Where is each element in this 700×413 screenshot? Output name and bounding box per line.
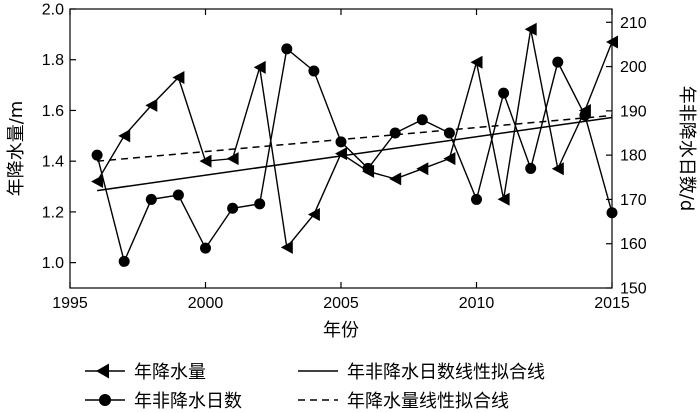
x-tick-label: 2000: [188, 295, 224, 312]
y-right-tick-label: 210: [620, 15, 647, 32]
y-right-tick-label: 180: [620, 148, 647, 165]
triangle-marker: [226, 152, 239, 166]
triangle-marker: [199, 154, 212, 168]
series-line-2: [96, 116, 613, 192]
y-right-tick-label: 150: [620, 281, 647, 298]
circle-marker: [498, 87, 510, 99]
circle-marker: [227, 202, 239, 214]
legend-label-dry-days-fit: 年非降水日数线性拟合线: [347, 362, 545, 383]
legend-label-dry-days: 年非降水日数: [134, 391, 242, 412]
circle-marker: [308, 65, 320, 77]
plot-frame: [69, 8, 613, 289]
triangle-marker: [118, 129, 131, 143]
y-left-tick-label: 1.8: [42, 52, 64, 69]
y-axis-right-label: 年非降水日数/d: [676, 86, 697, 212]
y-left-tick-label: 2.0: [42, 2, 64, 19]
triangle-marker: [551, 162, 564, 176]
triangle-marker: [470, 55, 483, 69]
circle-marker: [200, 242, 211, 254]
triangle-marker: [524, 22, 537, 36]
x-tick-label: 2015: [594, 295, 630, 312]
triangle-marker: [416, 162, 429, 176]
triangle-marker: [307, 207, 320, 221]
axes: 年份 年降水量/m 年非降水日数/d 1995 2000 2005 2010 20151…: [6, 2, 697, 342]
legend-label-precipitation-fit: 年降水量线性拟合线: [347, 391, 509, 412]
triangle-marker: [389, 172, 402, 186]
triangle-marker: [253, 60, 266, 74]
circle-marker: [91, 149, 103, 161]
circle-marker: [118, 255, 130, 267]
triangle-marker: [497, 192, 510, 206]
y-right-tick-label: 170: [620, 192, 647, 209]
x-tick-label: 1995: [52, 295, 88, 312]
circle-marker: [281, 43, 293, 55]
y-left-tick-label: 1.0: [42, 255, 64, 272]
legend-item-precipitation-fit: 年降水量线性拟合线: [298, 391, 509, 412]
y-left-tick-label: 1.2: [42, 204, 64, 221]
plot-area: [91, 22, 618, 267]
circle-marker: [335, 136, 347, 148]
circle-marker: [579, 109, 591, 121]
legend-item-dry-days-fit: 年非降水日数线性拟合线: [298, 362, 545, 383]
circle-marker: [443, 127, 455, 139]
legend-item-precipitation: 年降水量: [85, 362, 206, 383]
y-left-tick-label: 1.4: [42, 154, 64, 171]
circle-marker: [145, 193, 157, 205]
y-right-tick-label: 190: [620, 103, 647, 120]
series-line-3: [97, 114, 613, 162]
series-line-1: [96, 47, 613, 264]
triangle-marker: [145, 98, 158, 112]
circle-marker: [416, 114, 428, 126]
triangle-marker: [335, 147, 347, 161]
circle-marker: [362, 162, 374, 174]
circle-marker: [172, 189, 184, 201]
triangle-marker: [91, 174, 104, 188]
circle-marker: [525, 162, 537, 174]
legend-triangle-marker-icon: [96, 363, 109, 379]
triangle-marker: [280, 240, 293, 254]
x-axis-label: 年份: [323, 320, 359, 341]
circle-marker: [471, 193, 482, 205]
y-left-tick-label: 1.6: [42, 103, 64, 120]
triangle-marker: [172, 70, 185, 84]
series-line-0: [96, 29, 613, 250]
circle-marker: [552, 56, 564, 68]
y-right-tick-label: 200: [620, 59, 647, 76]
legend-label-precipitation: 年降水量: [134, 362, 206, 383]
legend: 年降水量 年非降水日数线性拟合线 年非降水日数 年降水量线性拟合线: [85, 362, 545, 412]
legend-item-dry-days: 年非降水日数: [85, 391, 242, 412]
legend-circle-marker-icon: [99, 394, 111, 406]
x-tick-label: 2010: [459, 295, 495, 312]
x-tick-label: 2005: [323, 295, 359, 312]
circle-marker: [254, 198, 266, 210]
y-right-tick-label: 160: [620, 236, 647, 253]
y-axis-left-label: 年降水量/m: [6, 101, 27, 197]
triangle-marker: [443, 152, 456, 166]
circle-marker: [389, 127, 401, 139]
